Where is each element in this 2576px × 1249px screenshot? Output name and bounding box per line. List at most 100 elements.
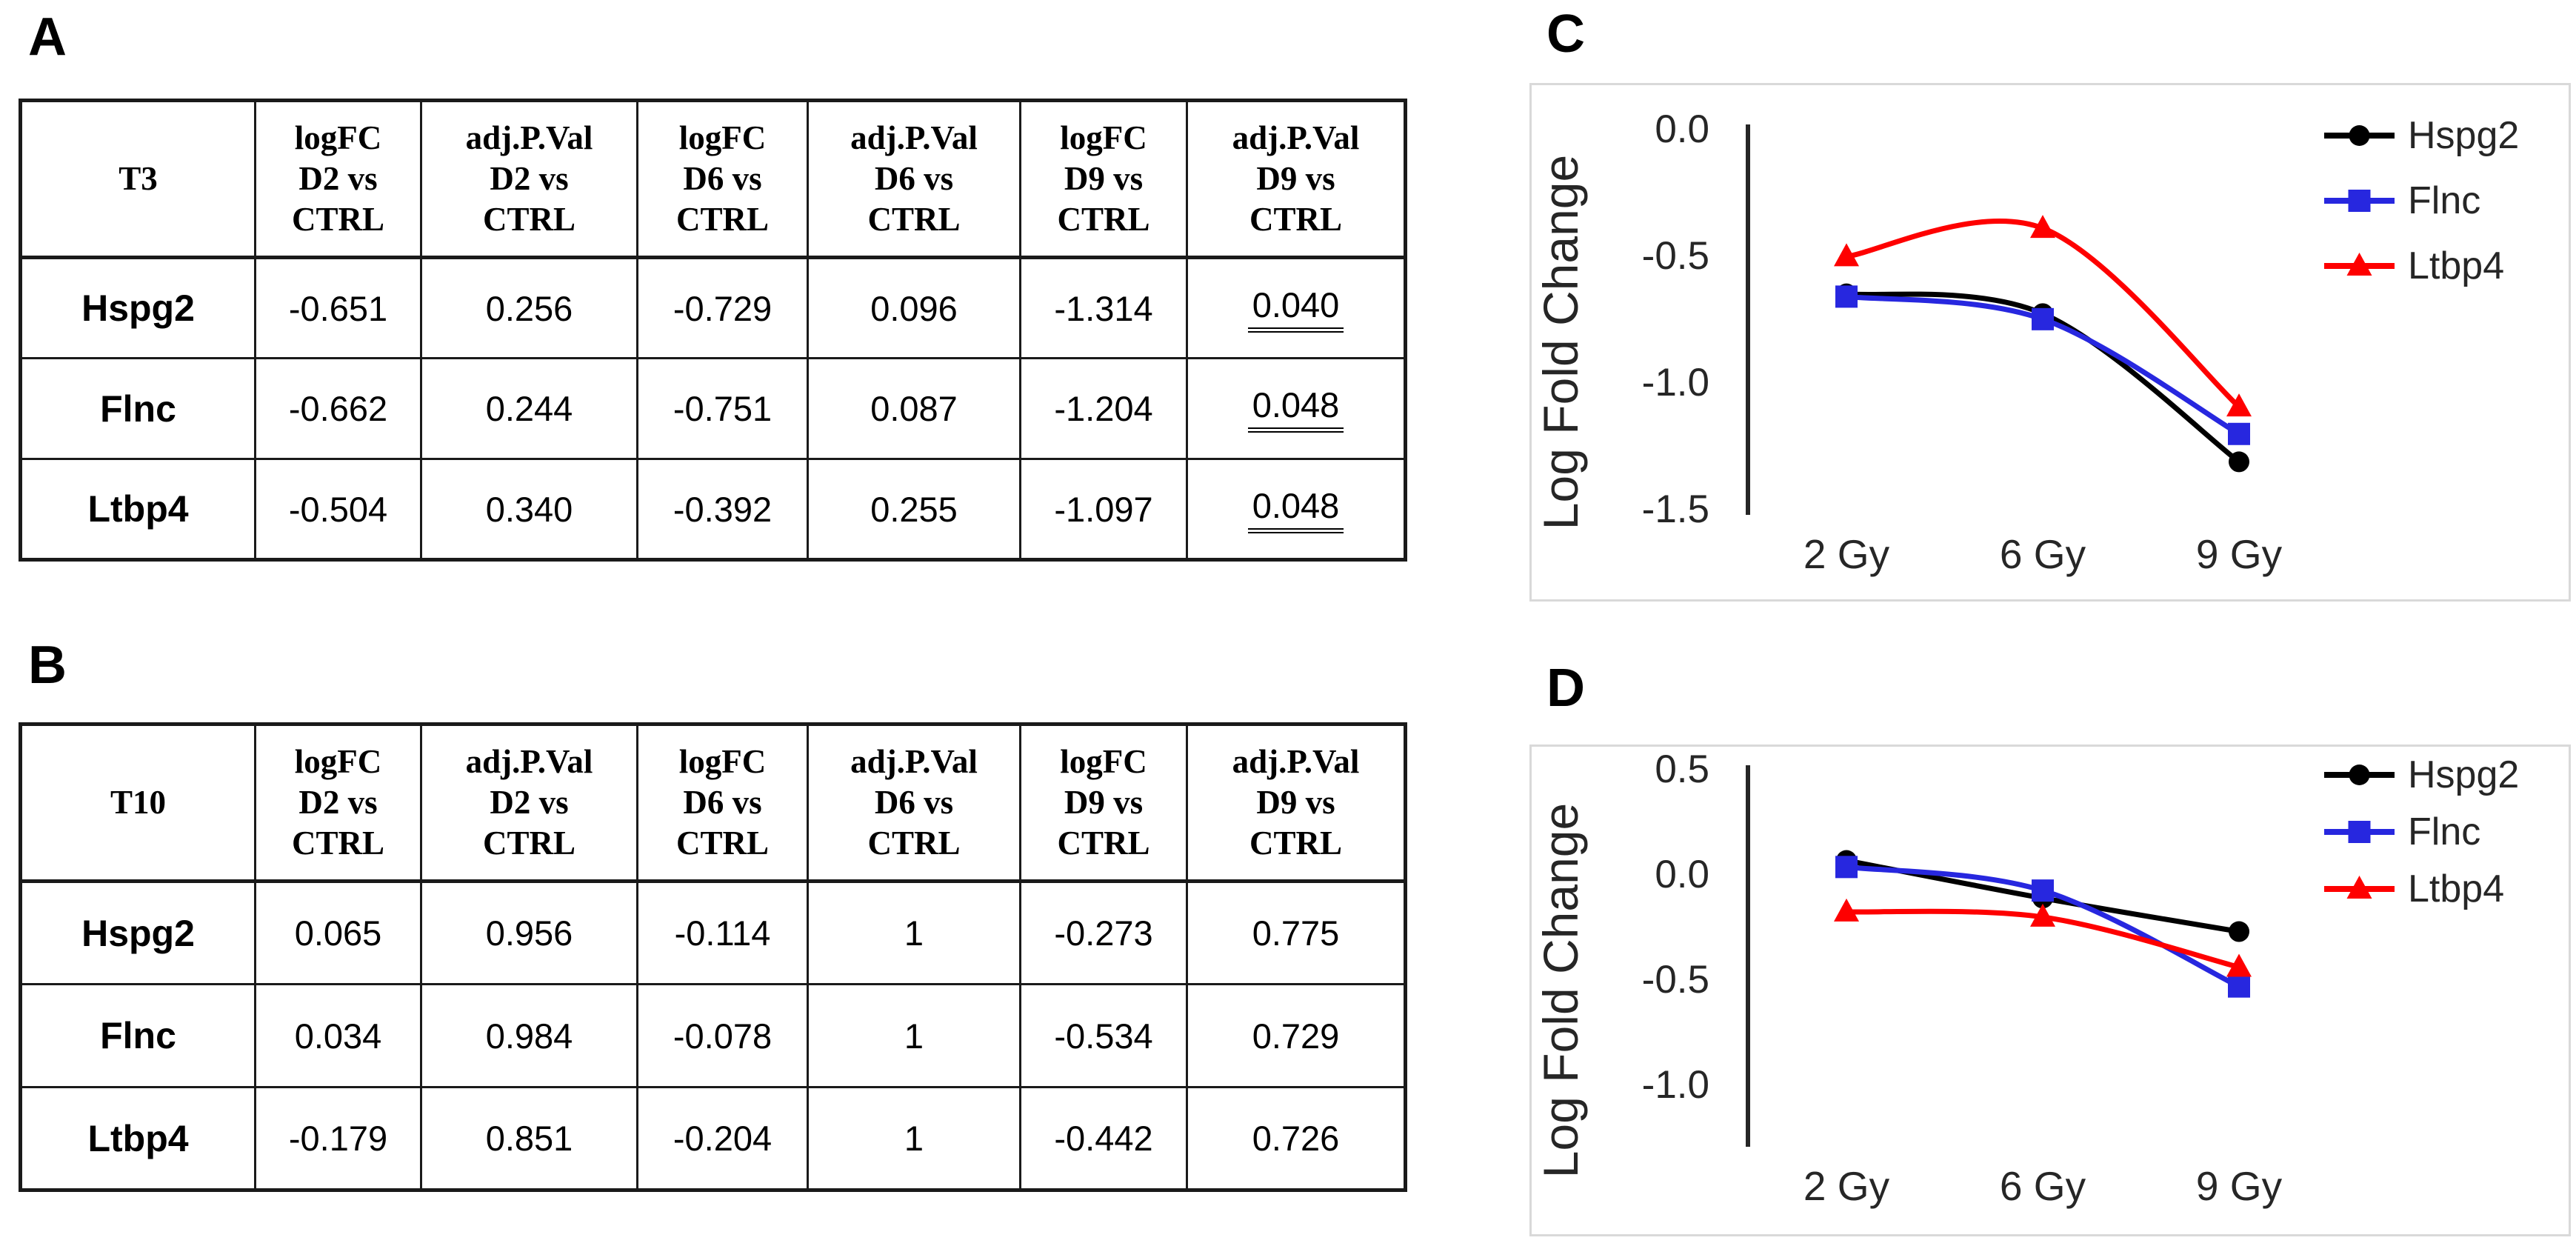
value-cell: 0.851 [420, 1086, 638, 1191]
series-marker-Ltbp4 [2226, 393, 2252, 417]
column-header: adj.P.Val D2 vs CTRL [420, 723, 638, 883]
series-marker-Flnc [2228, 975, 2250, 998]
value-cell: -0.651 [254, 256, 422, 359]
value-cell: -0.273 [1019, 880, 1188, 985]
value-cell: -1.204 [1019, 357, 1188, 460]
legend-label-Flnc: Flnc [2408, 810, 2480, 853]
value-cell: 0.729 [1186, 983, 1407, 1088]
y-axis-title: Log Fold Change [1533, 803, 1588, 1178]
panel-label-b: B [28, 636, 67, 695]
column-header: logFC D9 vs CTRL [1019, 723, 1188, 883]
value-cell: -1.097 [1019, 458, 1188, 561]
column-header: adj.P.Val D2 vs CTRL [420, 99, 638, 259]
x-tick-label: 6 Gy [2000, 1163, 2086, 1209]
legend-label-Flnc: Flnc [2408, 179, 2480, 222]
chart-d: Log Fold Change 0.5 0.0 -0.5 -1.0 2 Gy 6 Gy 9 G… [1529, 745, 2571, 1236]
value-cell: -0.751 [636, 357, 809, 460]
series-marker-Flnc [2228, 422, 2250, 445]
table-t3: T3 logFC D2 vs CTRL adj.P.Val D2 vs CTRL lo… [19, 99, 1407, 562]
panel-label-a: A [28, 7, 67, 67]
x-tick-label: 9 Gy [2196, 531, 2283, 577]
legend-marker-Hspg2 [2349, 765, 2370, 785]
value-cell: 0.984 [420, 983, 638, 1088]
table-row: Flnc 0.034 0.984 -0.078 1 -0.534 0.729 [19, 983, 1407, 1088]
legend-marker-Flnc [2348, 821, 2371, 843]
gene-label: Hspg2 [19, 880, 256, 985]
value-cell: -0.662 [254, 357, 422, 460]
legend-marker-Hspg2 [2349, 125, 2370, 146]
table-row: Ltbp4 -0.504 0.340 -0.392 0.255 -1.097 0.048 [19, 458, 1407, 561]
y-tick-label: 0.0 [1655, 107, 1709, 151]
column-header: adj.P.Val D9 vs CTRL [1186, 99, 1407, 259]
value-cell: 1 [807, 1086, 1021, 1191]
legend-label-Hspg2: Hspg2 [2408, 114, 2519, 157]
significant-value: 0.048 [1247, 485, 1344, 533]
column-header: logFC D6 vs CTRL [636, 99, 809, 259]
value-cell: 0.726 [1186, 1086, 1407, 1191]
series-marker-Flnc [2032, 307, 2054, 330]
x-tick-label: 2 Gy [1803, 1163, 1890, 1209]
legend-label-Hspg2: Hspg2 [2408, 753, 2519, 796]
value-cell: 0.340 [420, 458, 638, 561]
gene-label: Ltbp4 [19, 458, 256, 561]
table-row: Hspg2 0.065 0.956 -0.114 1 -0.273 0.775 [19, 880, 1407, 985]
table-row: Ltbp4 -0.179 0.851 -0.204 1 -0.442 0.726 [19, 1086, 1407, 1191]
series-marker-Ltbp4 [1834, 898, 1859, 922]
legend-label-Ltbp4: Ltbp4 [2408, 867, 2504, 910]
column-header: logFC D2 vs CTRL [254, 723, 422, 883]
panel-label-d: D [1546, 659, 1585, 718]
column-header: logFC D9 vs CTRL [1019, 99, 1188, 259]
y-tick-label: -0.5 [1642, 234, 1709, 278]
value-cell: 0.048 [1186, 357, 1407, 460]
gene-label: Flnc [19, 357, 256, 460]
table-row: Hspg2 -0.651 0.256 -0.729 0.096 -1.314 0.040 [19, 256, 1407, 359]
table-t10: T10 logFC D2 vs CTRL adj.P.Val D2 vs CTRL l… [19, 722, 1407, 1192]
series-marker-Flnc [2032, 879, 2054, 902]
value-cell: 0.956 [420, 880, 638, 985]
legend-marker-Ltbp4 [2346, 876, 2372, 899]
y-tick-label: 0.5 [1655, 747, 1709, 791]
series-marker-Ltbp4 [2030, 903, 2055, 927]
y-tick-label: -1.0 [1642, 1063, 1709, 1107]
value-cell: 0.087 [807, 357, 1021, 460]
value-cell: 0.048 [1186, 458, 1407, 561]
series-marker-Hspg2 [2229, 451, 2249, 473]
x-tick-label: 2 Gy [1803, 531, 1890, 577]
value-cell: -0.534 [1019, 983, 1188, 1088]
gene-label: Hspg2 [19, 256, 256, 359]
table-corner-label: T10 [19, 723, 256, 883]
series-marker-Ltbp4 [1834, 243, 1859, 267]
gene-label: Flnc [19, 983, 256, 1088]
table-corner-label: T3 [19, 99, 256, 259]
legend-label-Ltbp4: Ltbp4 [2408, 244, 2504, 287]
value-cell: 0.096 [807, 256, 1021, 359]
series-marker-Flnc [1835, 285, 1858, 308]
value-cell: 0.256 [420, 256, 638, 359]
series-marker-Hspg2 [2229, 921, 2249, 942]
legend-marker-Flnc [2348, 190, 2371, 212]
value-cell: -0.504 [254, 458, 422, 561]
series-marker-Ltbp4 [2030, 215, 2055, 239]
series-marker-Ltbp4 [2226, 953, 2252, 977]
legend-marker-Ltbp4 [2346, 253, 2372, 276]
y-tick-label: -1.5 [1642, 487, 1709, 531]
x-tick-label: 9 Gy [2196, 1163, 2283, 1209]
chart-c: Log Fold Change 0.0 -0.5 -1.0 -1.5 2 Gy 6 Gy 9 … [1529, 83, 2571, 602]
value-cell: -1.314 [1019, 256, 1188, 359]
significant-value: 0.048 [1247, 384, 1344, 433]
column-header: adj.P.Val D6 vs CTRL [807, 99, 1021, 259]
value-cell: 0.040 [1186, 256, 1407, 359]
column-header: adj.P.Val D9 vs CTRL [1186, 723, 1407, 883]
significant-value: 0.040 [1247, 284, 1344, 333]
value-cell: 0.775 [1186, 880, 1407, 985]
value-cell: -0.179 [254, 1086, 422, 1191]
value-cell: 1 [807, 983, 1021, 1088]
value-cell: -0.442 [1019, 1086, 1188, 1191]
table-row: Flnc -0.662 0.244 -0.751 0.087 -1.204 0.048 [19, 357, 1407, 460]
value-cell: -0.729 [636, 256, 809, 359]
gene-label: Ltbp4 [19, 1086, 256, 1191]
value-cell: 0.034 [254, 983, 422, 1088]
y-tick-label: 0.0 [1655, 853, 1709, 896]
value-cell: -0.204 [636, 1086, 809, 1191]
value-cell: 0.065 [254, 880, 422, 985]
